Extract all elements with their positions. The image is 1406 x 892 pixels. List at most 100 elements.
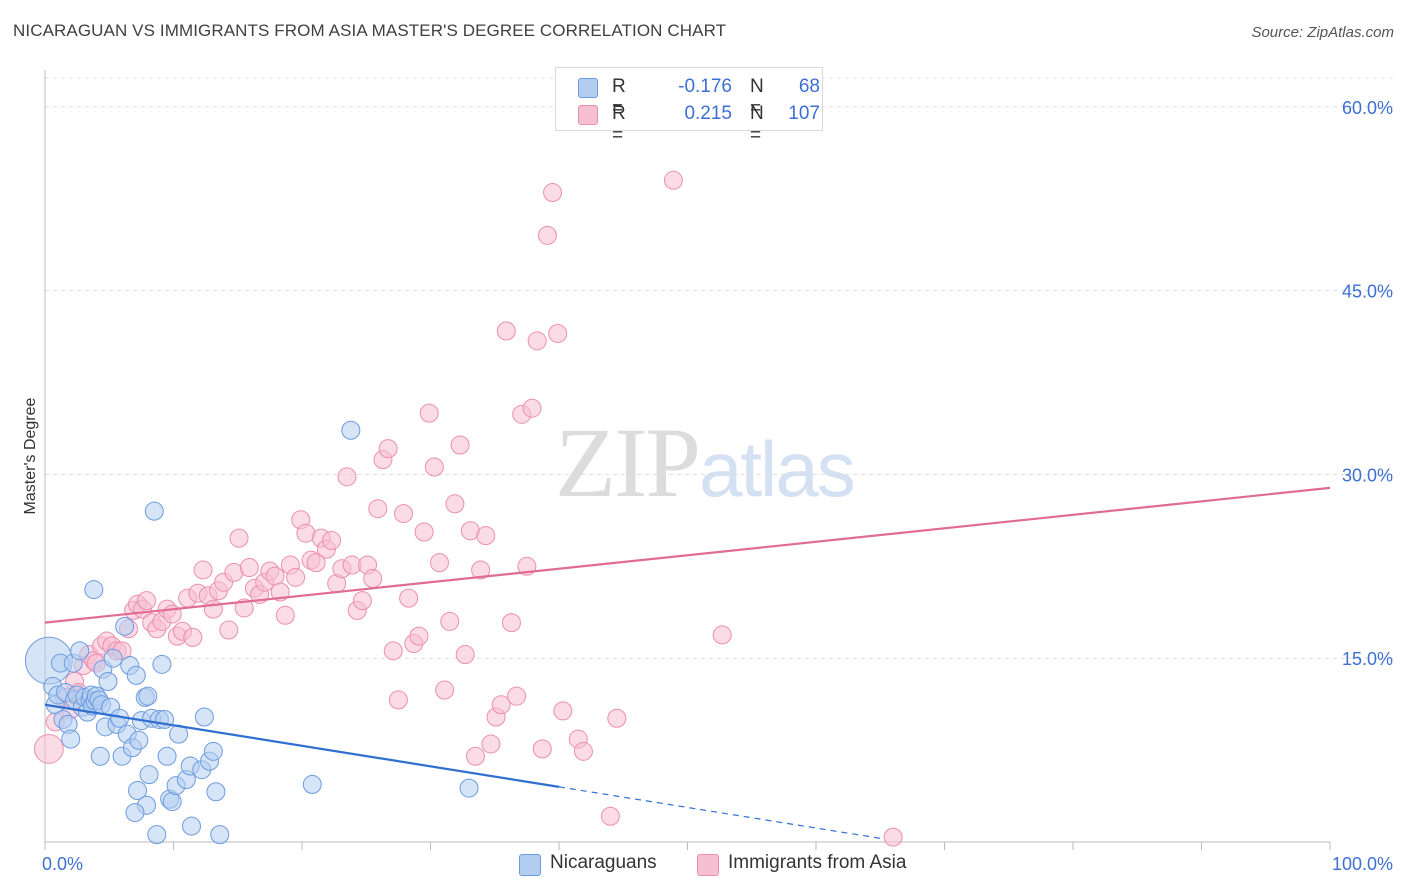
data-point bbox=[435, 680, 455, 700]
watermark-zip: ZIP bbox=[555, 407, 701, 518]
chart-title: NICARAGUAN VS IMMIGRANTS FROM ASIA MASTE… bbox=[13, 21, 727, 40]
data-point bbox=[378, 439, 398, 459]
data-point bbox=[537, 225, 557, 245]
data-point bbox=[219, 620, 239, 640]
data-point bbox=[491, 695, 511, 715]
data-point bbox=[144, 501, 164, 521]
y-tick-label: 60.0% bbox=[1342, 98, 1393, 118]
data-point bbox=[265, 566, 285, 586]
legend-swatch-pink bbox=[578, 105, 598, 125]
data-point bbox=[181, 816, 201, 836]
legend-r-label: R = bbox=[612, 76, 626, 119]
series-nicaraguans bbox=[24, 420, 479, 845]
data-point bbox=[419, 403, 439, 423]
data-point bbox=[337, 467, 357, 487]
data-point bbox=[103, 648, 123, 668]
y-tick-label: 45.0% bbox=[1342, 282, 1393, 302]
data-point bbox=[203, 599, 223, 619]
series-legend-swatch-pink bbox=[697, 854, 719, 876]
series-legend-swatch-blue bbox=[519, 854, 541, 876]
data-point bbox=[476, 526, 496, 546]
legend-r-value: 0.215 bbox=[684, 103, 732, 124]
data-point bbox=[459, 778, 479, 798]
data-point bbox=[229, 528, 249, 548]
data-point bbox=[322, 531, 342, 551]
data-point bbox=[440, 611, 460, 631]
source-label: Source: ZipAtlas.com bbox=[1251, 24, 1394, 41]
data-point bbox=[129, 730, 149, 750]
data-point bbox=[33, 733, 64, 764]
series-immigrants-from-asia bbox=[33, 170, 903, 847]
data-point bbox=[553, 701, 573, 721]
data-point bbox=[302, 774, 322, 794]
data-point bbox=[424, 457, 444, 477]
y-axis-title: Master's Degree bbox=[22, 397, 39, 514]
data-point bbox=[607, 708, 627, 728]
data-point bbox=[445, 494, 465, 514]
legend-n-value: 107 bbox=[788, 103, 820, 124]
data-point bbox=[573, 741, 593, 761]
watermark-atlas: atlas bbox=[699, 425, 856, 513]
data-point bbox=[147, 825, 167, 845]
data-point bbox=[194, 707, 214, 727]
series-legend-label: Nicaraguans bbox=[550, 852, 657, 873]
legend-r-label: R = bbox=[612, 103, 626, 146]
data-point bbox=[61, 729, 81, 749]
data-point bbox=[527, 331, 547, 351]
data-point bbox=[383, 641, 403, 661]
data-point bbox=[286, 567, 306, 587]
legend-n-label: N = bbox=[750, 103, 764, 146]
legend-r-value: -0.176 bbox=[678, 76, 732, 97]
data-point bbox=[409, 626, 429, 646]
trend-line-pink bbox=[44, 486, 1331, 624]
y-tick-label: 30.0% bbox=[1342, 465, 1393, 485]
data-point bbox=[481, 734, 501, 754]
data-point bbox=[455, 645, 475, 665]
data-point bbox=[139, 765, 159, 785]
trend-lines bbox=[44, 486, 1331, 839]
x-tick-label: 0.0% bbox=[42, 854, 83, 874]
axes bbox=[44, 70, 1331, 850]
data-point bbox=[193, 560, 213, 580]
data-point bbox=[450, 435, 470, 455]
data-point bbox=[234, 598, 254, 618]
data-point bbox=[543, 183, 563, 203]
data-point bbox=[429, 553, 449, 573]
data-point bbox=[306, 553, 326, 573]
data-point bbox=[84, 580, 104, 600]
data-point bbox=[239, 558, 259, 578]
data-point bbox=[115, 616, 135, 636]
data-point bbox=[128, 781, 148, 801]
data-point bbox=[363, 569, 383, 589]
data-point bbox=[394, 504, 414, 524]
data-point bbox=[368, 499, 388, 519]
data-point bbox=[548, 323, 568, 343]
data-point bbox=[471, 560, 491, 580]
data-point bbox=[90, 746, 110, 766]
data-point bbox=[341, 420, 361, 440]
data-point bbox=[414, 522, 434, 542]
data-point bbox=[532, 739, 552, 759]
data-point bbox=[388, 690, 408, 710]
legend-swatch-blue bbox=[578, 78, 598, 98]
data-point bbox=[138, 686, 158, 706]
data-point bbox=[126, 665, 146, 685]
correlation-legend: R = -0.176 N = 68 R = 0.215 N = 107 bbox=[555, 67, 823, 146]
data-point bbox=[522, 398, 542, 418]
data-point bbox=[501, 613, 521, 633]
data-point bbox=[98, 671, 118, 691]
data-point bbox=[496, 321, 516, 341]
data-point bbox=[206, 782, 226, 802]
data-point bbox=[157, 746, 177, 766]
data-point bbox=[507, 686, 527, 706]
series-legend-label: Immigrants from Asia bbox=[728, 852, 907, 873]
data-point bbox=[125, 803, 145, 823]
x-tick-label: 100.0% bbox=[1332, 854, 1393, 874]
data-point bbox=[600, 806, 620, 826]
data-point bbox=[210, 825, 230, 845]
legend-n-label: N = bbox=[750, 76, 764, 119]
data-point bbox=[203, 741, 223, 761]
data-point bbox=[183, 627, 203, 647]
data-point bbox=[152, 654, 172, 674]
